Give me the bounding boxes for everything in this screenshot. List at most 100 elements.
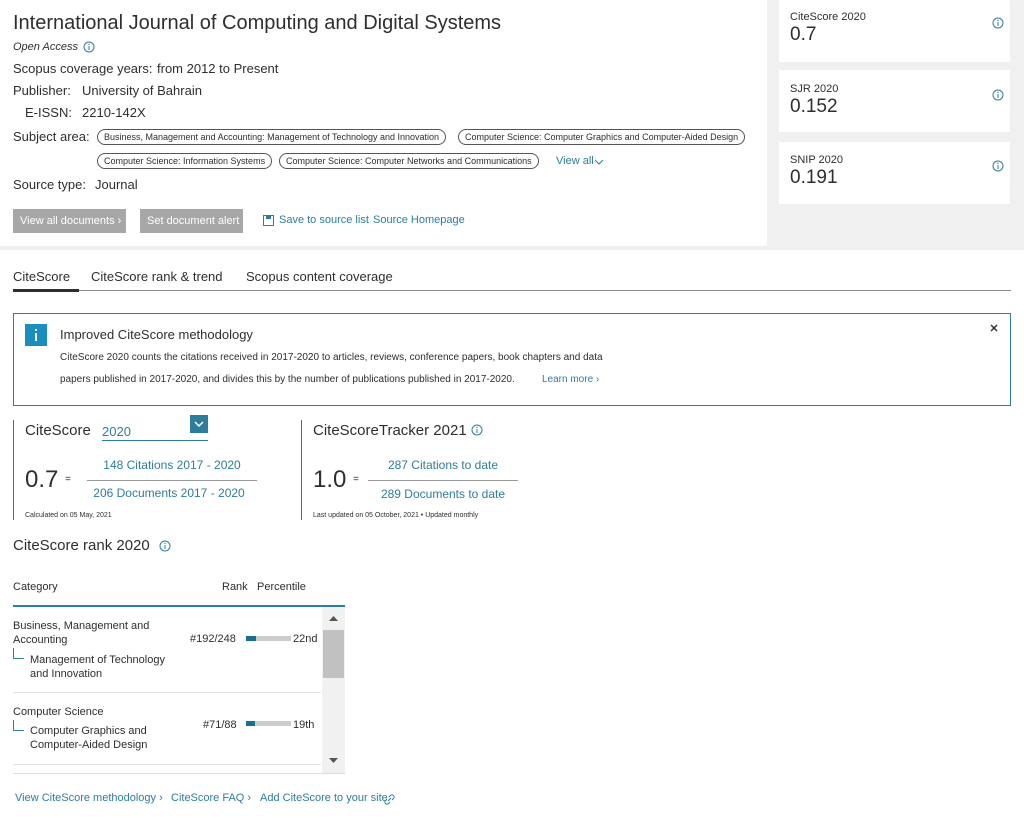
source-type-label: Source type: [13,177,86,192]
source-type: Journal [95,177,138,192]
view-all-link[interactable]: View all [556,155,594,167]
journal-title: International Journal of Computing and D… [13,12,502,34]
source-panel [0,0,767,246]
category: Business, Management and Accounting [13,620,150,646]
link-text: Learn more [542,374,594,385]
column-header: Category [13,581,58,593]
coverage-label: Scopus coverage years: [13,61,153,76]
button-label: View all documents [20,215,115,227]
percentile-bar [246,636,256,641]
tree-connector [13,720,24,731]
category: Computer Science [13,706,104,718]
block-rule [13,420,14,520]
year-select[interactable]: 2020 [102,424,208,441]
citescore-value: 0.7 [25,466,59,493]
citescore-label: CiteScore [25,422,91,439]
fraction-line [368,480,518,481]
percentile-label: 22nd [293,633,318,645]
denominator-link[interactable]: 289 Documents to date [380,487,506,501]
notice-title: Improved CiteScore methodology [60,327,253,342]
equals-sign: = [65,474,71,485]
methodology-link[interactable]: View CiteScore methodology › [15,792,163,804]
info-icon[interactable] [992,160,1004,172]
tree-connector [13,648,24,659]
link-text: CiteScore FAQ [171,792,245,804]
row-divider [13,692,321,693]
faq-link[interactable]: CiteScore FAQ › [171,792,252,804]
set-alert-button[interactable]: Set document alert [140,209,243,233]
notice-box [13,313,1011,406]
tab[interactable]: CiteScore [13,269,71,284]
link-text: View CiteScore methodology [15,792,157,804]
column-header: Rank [222,581,248,593]
eissn: 2210-142X [82,105,146,120]
denominator-link[interactable]: 206 Documents 2017 - 2020 [93,486,245,500]
tab[interactable]: CiteScore rank & trend [91,269,223,284]
percentile-track [246,636,291,641]
metric-label: SJR 2020 [790,83,839,95]
tab[interactable]: Scopus content coverage [246,269,393,284]
metric-label: SNIP 2020 [790,154,844,166]
save-to-list-link[interactable]: Save to source list [279,214,369,226]
subject-chip[interactable]: Computer Science: Computer Networks and … [279,153,539,169]
fraction-line [87,480,257,481]
info-icon[interactable] [83,41,95,53]
learn-more-link[interactable]: Learn more › [542,374,600,385]
metric-label: CiteScore 2020 [790,11,866,23]
percentile-bar [246,721,255,726]
publisher-label: Publisher: [13,83,71,98]
tracker-label: CiteScoreTracker 2021 [313,422,467,439]
rank: #192/248 [190,633,236,645]
scroll-down[interactable] [328,757,339,764]
view-all-documents-button[interactable]: View all documents › [13,209,126,233]
percentile-track [246,721,291,726]
add-citescore-link[interactable]: Add CiteScore to your site [260,792,388,804]
rank: #71/88 [203,719,237,731]
updated-note: Last updated on 05 October, 2021 • Updat… [313,512,479,519]
save-icon [263,215,274,226]
notice-text: papers published in 2017-2020, and divid… [60,374,515,385]
tab-rule [13,290,1011,291]
info-icon[interactable] [992,17,1004,29]
info-icon[interactable] [159,540,171,552]
numerator-link[interactable]: 148 Citations 2017 - 2020 [103,458,241,472]
equals-sign: = [353,474,359,485]
column-header: Percentile [257,581,306,593]
subject-chip[interactable]: Computer Science: Information Systems [97,153,273,169]
notice-text: CiteScore 2020 counts the citations rece… [60,352,603,363]
header-rule [13,605,345,607]
subject-chip[interactable]: Business, Management and Accounting: Man… [97,129,447,145]
tracker-value: 1.0 [313,466,347,493]
rank-title: CiteScore rank 2020 [13,537,150,554]
metric-card [779,142,1010,204]
metric-value: 0.7 [790,24,817,45]
source-homepage-link[interactable]: Source Homepage [373,214,465,226]
subject-chip[interactable]: Computer Science: Computer Graphics and … [458,129,746,145]
notice-icon [25,324,47,346]
info-icon[interactable] [992,89,1004,101]
numerator-link[interactable]: 287 Citations to date [387,458,499,472]
metric-value: 0.191 [790,167,838,188]
publisher: University of Bahrain [82,83,202,98]
block-rule [301,420,302,520]
eissn-label: E-ISSN: [25,105,72,120]
coverage: from 2012 to Present [157,61,279,76]
scroll-thumb[interactable] [323,630,344,678]
metric-value: 0.152 [790,96,838,117]
chevron-down [594,159,604,165]
row-divider [13,764,321,765]
dropdown-button[interactable] [190,415,208,433]
percentile-label: 19th [293,719,315,731]
metric-card [779,70,1010,132]
subcategory: Management of Technology and Innovation [30,654,165,680]
link-text: Add CiteScore to your site [260,792,388,804]
open-access: Open Access [13,41,79,53]
table-body [13,607,345,774]
subcategory: Computer Graphics and Computer-Aided Des… [30,725,148,751]
info-icon[interactable] [471,424,483,436]
scroll-up[interactable] [328,615,339,622]
subject-label: Subject area: [13,129,90,144]
close-button[interactable] [990,324,998,332]
metric-card [779,0,1010,62]
